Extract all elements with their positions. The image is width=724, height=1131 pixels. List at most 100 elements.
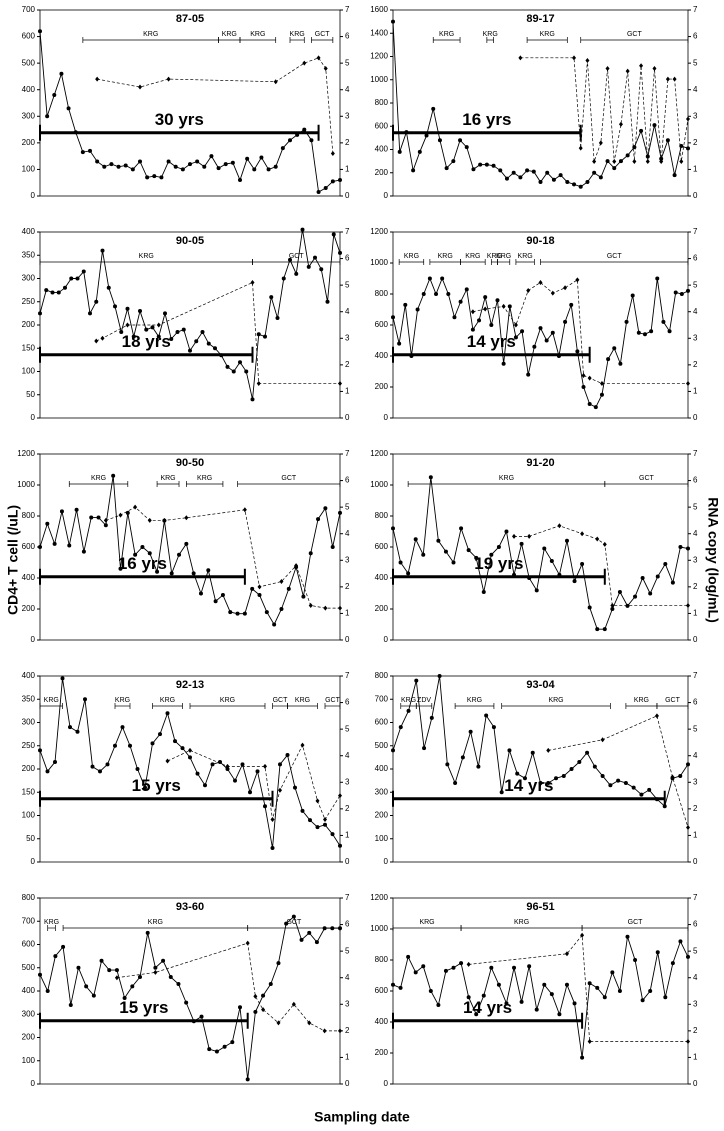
cd4-point [255, 769, 260, 774]
cd4-point [113, 743, 117, 748]
panel-title: 90-05 [176, 235, 204, 247]
y-tick-label: 100 [22, 165, 36, 174]
rna-point [672, 76, 677, 82]
cd4-point [686, 146, 690, 151]
y2-tick-label: 3 [345, 555, 350, 564]
y2-tick-label: 6 [345, 920, 350, 929]
cd4-point [166, 159, 171, 164]
cd4-point [421, 964, 426, 969]
cd4-point [431, 106, 436, 111]
x-axis-label: Sampling date [314, 1109, 410, 1125]
cd4-point [453, 780, 458, 785]
cd4-point [45, 989, 50, 993]
cd4-point [52, 541, 57, 546]
cd4-point [507, 748, 512, 753]
y-tick-label: 1200 [17, 449, 35, 458]
cd4-point [138, 975, 142, 980]
cd4-point [293, 785, 297, 790]
cd4-point [585, 180, 590, 185]
cd4-point [663, 562, 668, 567]
cd4-point [633, 594, 638, 599]
y-tick-label: 350 [22, 694, 36, 703]
cd4-point [647, 787, 652, 792]
y-tick-label: 600 [375, 718, 389, 727]
y-tick-label: 200 [22, 320, 36, 329]
cd4-point [206, 341, 211, 346]
cd4-point [443, 968, 448, 973]
cd4-point [398, 560, 403, 565]
cd4-point [278, 762, 282, 767]
cd4-point [285, 753, 290, 758]
y-tick-label: 1000 [370, 75, 388, 84]
cd4-point [527, 576, 532, 580]
cd4-point [152, 174, 157, 179]
panel-title: 92-13 [176, 679, 204, 691]
cd4-point [481, 589, 486, 594]
regimen-label: ZDV [417, 697, 431, 704]
duration-label: 18 yrs [122, 332, 171, 351]
regimen-label: GCT [289, 253, 305, 260]
cd4-point [264, 610, 269, 615]
y2-tick-label: 1 [345, 165, 350, 174]
cd4-point [138, 309, 142, 314]
y2-tick-label: 2 [345, 1026, 350, 1035]
cd4-point [501, 361, 506, 366]
rna-point [330, 150, 335, 156]
rna-line [116, 942, 340, 1032]
panel-title: 96-51 [526, 901, 554, 913]
regimen-label: KRG [197, 475, 212, 482]
cd4-point [176, 982, 181, 987]
y-tick-label: 400 [375, 764, 389, 773]
cd4-point [499, 790, 504, 795]
cd4-point [679, 292, 684, 296]
y-tick-label: 200 [375, 604, 389, 613]
cd4-point [233, 778, 237, 783]
cd4-point [61, 944, 66, 949]
regimen-label: KRG [295, 697, 310, 704]
cd4-point [81, 269, 86, 274]
cd4-point [610, 607, 615, 611]
cd4-point [575, 349, 580, 354]
cd4-point [184, 1000, 189, 1005]
cd4-point [459, 961, 464, 966]
cd4-point [504, 176, 509, 181]
cd4-point [670, 961, 675, 966]
cd4-point [169, 336, 174, 341]
rna-point [625, 68, 630, 74]
cd4-point [466, 995, 471, 1000]
cd4-point [391, 982, 395, 987]
y2-tick-label: 7 [345, 671, 350, 680]
rna-point [470, 309, 475, 315]
cd4-point [580, 562, 585, 567]
duration-label: 15 yrs [119, 998, 168, 1017]
rna-point [600, 737, 605, 743]
cd4-point [599, 392, 604, 397]
cd4-point [240, 762, 245, 767]
cd4-line [392, 277, 689, 408]
y2-tick-label: 6 [345, 32, 350, 41]
cd4-point [476, 764, 481, 769]
rna-point [300, 742, 305, 748]
cd4-point [177, 552, 182, 557]
cd4-point [308, 551, 313, 556]
y-tick-label: 0 [384, 857, 389, 866]
y2-tick-label: 0 [345, 857, 350, 866]
cd4-point [195, 159, 200, 164]
y-tick-label: 300 [375, 787, 389, 796]
y2-tick-label: 2 [693, 804, 698, 813]
rna-point [188, 747, 192, 753]
y-tick-label: 600 [375, 986, 389, 995]
y2-tick-label: 1 [693, 831, 698, 840]
cd4-point [270, 846, 275, 851]
rna-point [103, 517, 108, 523]
cd4-point [175, 329, 180, 334]
rna-point [578, 145, 583, 151]
y-tick-label: 800 [22, 511, 36, 520]
cd4-point [60, 676, 65, 681]
y2-tick-label: 7 [693, 449, 698, 458]
cd4-point [130, 167, 135, 172]
y2-tick-label: 7 [693, 671, 698, 680]
cd4-point [414, 678, 419, 683]
cd4-point [307, 930, 312, 935]
cd4-point [549, 992, 554, 997]
